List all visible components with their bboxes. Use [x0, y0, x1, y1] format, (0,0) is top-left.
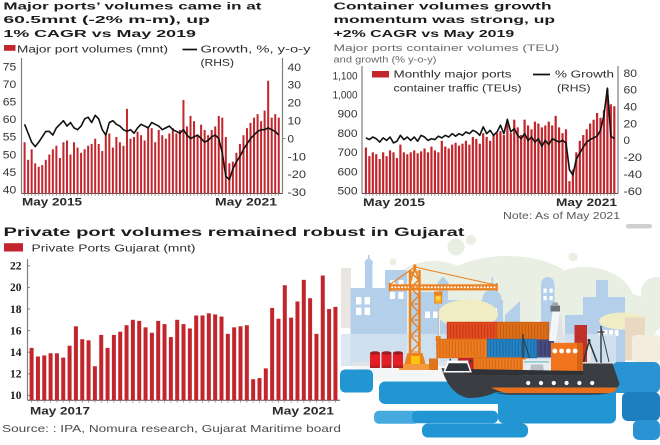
svg-text:75: 75 [3, 61, 17, 73]
svg-text:14: 14 [10, 347, 22, 359]
svg-text:800: 800 [338, 128, 358, 140]
svg-text:Private Ports Gujarat (mnt): Private Ports Gujarat (mnt) [32, 244, 196, 255]
svg-text:-60: -60 [624, 186, 643, 198]
svg-text:16: 16 [10, 325, 22, 337]
svg-text:60.5mnt (-2% m-m), up: 60.5mnt (-2% m-m), up [3, 15, 210, 26]
svg-text:40: 40 [624, 102, 638, 114]
svg-text:May 2021: May 2021 [215, 196, 277, 208]
svg-text:40: 40 [288, 62, 302, 74]
svg-text:0: 0 [288, 133, 295, 145]
svg-text:Major ports’ volumes came in a: Major ports’ volumes came in at [3, 1, 262, 12]
svg-text:700: 700 [338, 147, 358, 159]
svg-text:May 2021: May 2021 [272, 405, 334, 417]
svg-text:60: 60 [3, 114, 17, 126]
svg-text:900: 900 [338, 109, 358, 121]
svg-text:(RHS): (RHS) [201, 58, 235, 69]
svg-text:% Growth: % Growth [555, 70, 614, 81]
svg-text:Container volumes growth: Container volumes growth [334, 1, 552, 12]
svg-text:1,100: 1,100 [333, 70, 358, 82]
svg-text:container traffic (TEUs): container traffic (TEUs) [394, 83, 522, 94]
svg-text:-10: -10 [288, 151, 307, 163]
svg-text:May 2017: May 2017 [30, 405, 90, 417]
svg-text:Monthly major ports: Monthly major ports [394, 70, 512, 81]
svg-text:-30: -30 [288, 187, 307, 199]
svg-text:Private port volumes remained: Private port volumes remained robust in … [4, 225, 465, 239]
svg-text:May 2015: May 2015 [363, 197, 425, 209]
svg-text:12: 12 [10, 369, 22, 381]
svg-text:50: 50 [3, 149, 17, 161]
svg-text:18: 18 [10, 304, 22, 316]
svg-text:1% CAGR vs May 2019: 1% CAGR vs May 2019 [3, 29, 196, 40]
svg-text:10: 10 [288, 116, 302, 128]
svg-text:20: 20 [624, 118, 638, 130]
svg-text:60: 60 [624, 85, 638, 97]
svg-text:May 2021: May 2021 [556, 197, 617, 209]
svg-text:20: 20 [10, 282, 22, 294]
svg-text:Growth, %, y-o-y: Growth, %, y-o-y [201, 45, 311, 56]
svg-text:40: 40 [3, 185, 17, 197]
svg-text:600: 600 [338, 166, 358, 178]
svg-text:Major port volumes (mnt): Major port volumes (mnt) [17, 45, 168, 56]
svg-text:20: 20 [288, 98, 302, 110]
svg-text:-20: -20 [624, 152, 643, 164]
svg-text:and growth (% y-o-y): and growth (% y-o-y) [334, 55, 437, 66]
svg-text:45: 45 [3, 167, 17, 179]
svg-text:-20: -20 [288, 169, 307, 181]
svg-text:65: 65 [3, 97, 17, 109]
svg-text:0: 0 [624, 135, 631, 147]
svg-text:70: 70 [3, 79, 17, 91]
svg-text:55: 55 [3, 132, 17, 144]
svg-text:(RHS): (RHS) [557, 83, 591, 94]
svg-text:10: 10 [10, 390, 22, 402]
svg-text:1,000: 1,000 [333, 90, 358, 102]
svg-text:30: 30 [288, 80, 302, 92]
svg-text:80: 80 [624, 68, 638, 80]
svg-text:22: 22 [10, 261, 22, 273]
svg-text:-40: -40 [624, 169, 643, 181]
svg-text:momentum was strong, up: momentum was strong, up [334, 15, 556, 26]
svg-text:May 2015: May 2015 [22, 196, 82, 208]
svg-text:+2% CAGR vs May 2019: +2% CAGR vs May 2019 [334, 29, 515, 40]
svg-text:Note: As of May 2021: Note: As of May 2021 [503, 211, 620, 222]
svg-text:500: 500 [338, 186, 358, 198]
svg-text:Major ports container volumes: Major ports container volumes (TEU) [334, 43, 560, 54]
svg-text:Source: : IPA, Nomura research: Source: : IPA, Nomura research, Gujarat … [2, 423, 341, 435]
